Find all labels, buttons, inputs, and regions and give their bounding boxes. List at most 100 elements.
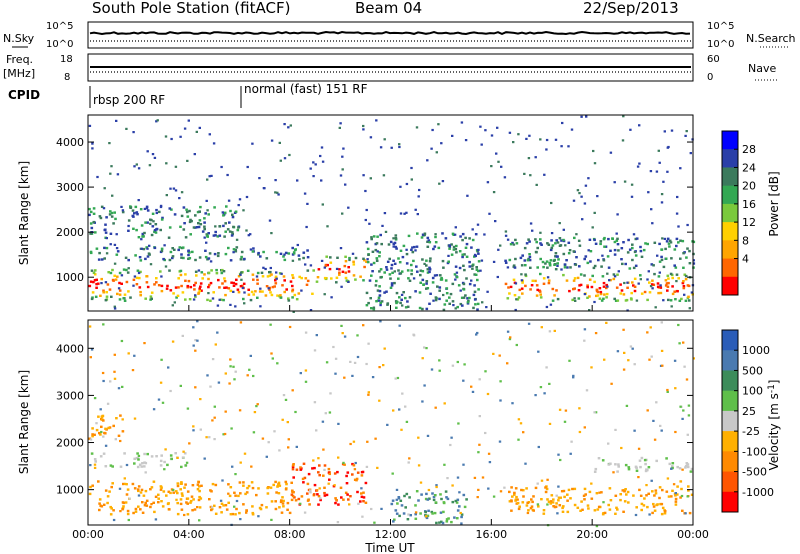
data-cell xyxy=(659,424,662,427)
data-cell xyxy=(343,463,346,466)
data-cell xyxy=(285,482,288,486)
data-cell xyxy=(210,508,213,512)
data-cell xyxy=(425,515,428,518)
data-cell xyxy=(177,248,180,252)
data-cell xyxy=(290,498,294,502)
data-cell xyxy=(660,502,664,506)
data-cell xyxy=(396,376,400,380)
data-cell xyxy=(403,212,406,215)
data-cell xyxy=(170,208,173,211)
data-cell xyxy=(402,512,406,515)
data-cell xyxy=(682,409,685,412)
data-cell xyxy=(369,177,372,180)
data-cell xyxy=(682,285,686,288)
data-cell xyxy=(520,279,524,282)
data-cell xyxy=(688,307,691,310)
data-cell xyxy=(671,462,675,465)
data-cell xyxy=(365,291,369,295)
data-cell xyxy=(126,488,130,491)
data-cell xyxy=(684,278,688,281)
data-cell xyxy=(247,288,250,291)
data-cell xyxy=(365,260,368,263)
data-cell xyxy=(565,279,569,282)
data-cell xyxy=(398,145,401,149)
data-cell xyxy=(169,454,173,457)
data-cell xyxy=(417,436,420,439)
data-cell xyxy=(367,393,370,396)
data-cell xyxy=(613,181,616,184)
data-cell xyxy=(477,488,480,491)
data-cell xyxy=(294,410,297,414)
data-cell xyxy=(171,256,174,260)
data-cell xyxy=(277,481,281,484)
data-cell xyxy=(643,290,647,294)
data-cell xyxy=(545,487,549,491)
data-cell xyxy=(204,249,207,252)
data-cell xyxy=(572,287,575,291)
data-cell xyxy=(674,492,677,495)
data-cell xyxy=(578,430,582,434)
data-cell xyxy=(466,194,469,197)
data-cell xyxy=(454,265,458,268)
data-cell xyxy=(651,222,654,225)
data-cell xyxy=(476,331,479,335)
data-cell xyxy=(91,484,94,487)
data-cell xyxy=(169,187,172,190)
data-cell xyxy=(145,246,148,249)
data-cell xyxy=(291,489,294,492)
data-cell xyxy=(682,252,685,255)
data-cell xyxy=(681,281,685,285)
data-cell xyxy=(414,208,417,211)
data-cell xyxy=(663,510,667,513)
data-cell xyxy=(98,431,101,435)
data-cell xyxy=(270,352,273,355)
data-cell xyxy=(145,275,149,278)
data-cell xyxy=(144,257,147,261)
data-cell xyxy=(299,468,303,471)
data-cell xyxy=(636,165,640,168)
data-cell xyxy=(157,501,160,504)
data-cell xyxy=(675,244,678,248)
data-cell xyxy=(675,273,679,276)
data-cell xyxy=(185,210,189,214)
data-cell xyxy=(231,213,234,216)
data-cell xyxy=(546,478,549,481)
data-cell xyxy=(208,133,211,136)
data-cell xyxy=(169,491,172,495)
data-cell xyxy=(431,281,435,284)
data-cell xyxy=(455,501,459,504)
data-cell xyxy=(283,253,286,256)
data-cell xyxy=(113,377,117,380)
data-cell xyxy=(324,264,328,268)
data-cell xyxy=(463,363,466,366)
data-cell xyxy=(637,282,640,285)
data-cell xyxy=(408,457,411,460)
data-cell xyxy=(135,163,138,166)
data-cell xyxy=(509,285,513,289)
data-cell xyxy=(291,389,294,392)
data-cell xyxy=(366,260,370,264)
data-cell xyxy=(525,504,529,507)
data-cell xyxy=(511,495,514,498)
data-cell xyxy=(586,286,589,289)
data-cell xyxy=(109,172,112,175)
data-cell xyxy=(199,205,202,209)
data-cell xyxy=(560,145,563,148)
data-cell xyxy=(529,288,532,291)
data-cell xyxy=(512,141,515,144)
data-cell xyxy=(115,233,118,236)
data-cell xyxy=(552,498,555,501)
data-cell xyxy=(550,246,554,250)
data-cell xyxy=(234,494,237,497)
data-cell xyxy=(224,504,228,507)
freq-tick-top: 18 xyxy=(60,54,73,65)
data-cell xyxy=(666,388,669,392)
data-cell xyxy=(434,298,438,302)
data-cell xyxy=(102,435,105,438)
data-cell xyxy=(576,189,580,192)
data-cell xyxy=(221,479,224,482)
data-cell xyxy=(449,292,453,296)
data-cell xyxy=(476,223,480,226)
data-cell xyxy=(607,237,610,241)
